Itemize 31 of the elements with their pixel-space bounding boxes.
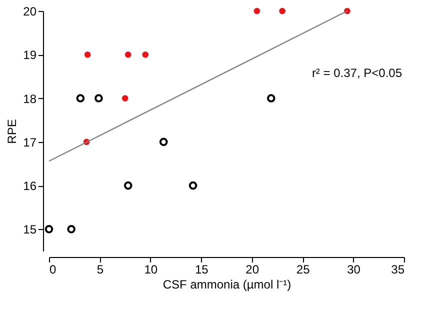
x-tick-label: 35 <box>391 262 405 276</box>
x-tick-label: 10 <box>144 262 158 276</box>
x-tick-label: 20 <box>246 262 260 276</box>
point <box>44 225 54 234</box>
point <box>142 51 149 58</box>
x-axis-title: CSF ammonia (µmol l⁻¹) <box>162 278 292 292</box>
point <box>94 94 103 102</box>
y-tick-label: 19 <box>23 48 37 62</box>
y-tick-label: 17 <box>23 135 37 150</box>
x-tick-label: 25 <box>296 262 310 276</box>
point <box>84 51 91 58</box>
point <box>124 51 132 58</box>
y-axis-title: RPE <box>5 119 20 144</box>
point <box>279 8 286 14</box>
y-tick-label: 20 <box>23 4 37 18</box>
point <box>122 95 128 102</box>
point <box>76 94 85 102</box>
x-tick-label: 5 <box>96 262 104 276</box>
point <box>159 138 168 146</box>
x-tick-label: 15 <box>194 262 209 276</box>
annotation: r² = 0.37, P<0.05 <box>312 66 402 80</box>
y-tick-label: 15 <box>23 222 37 237</box>
x-tick-label: 0 <box>50 262 56 276</box>
x-tick-label: 30 <box>347 262 361 276</box>
point <box>266 94 276 102</box>
point <box>124 181 132 190</box>
y-tick-label: 18 <box>23 92 37 106</box>
y-tick-label: 16 <box>23 179 37 194</box>
point <box>67 225 76 234</box>
point <box>188 181 198 190</box>
point <box>254 8 260 14</box>
